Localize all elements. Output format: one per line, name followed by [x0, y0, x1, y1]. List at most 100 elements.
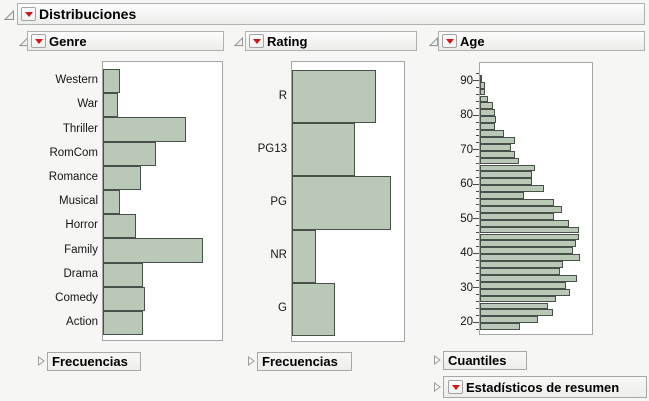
histogram-bar[interactable] [480, 150, 516, 158]
histogram-bar[interactable] [480, 88, 485, 96]
report-title: Distribuciones [39, 6, 137, 22]
axis-tick-label: 80 [460, 109, 473, 122]
histogram-bar[interactable] [480, 316, 539, 324]
histogram-bar[interactable] [480, 309, 553, 317]
histogram-bar[interactable] [480, 240, 576, 248]
histogram-bar[interactable] [480, 81, 485, 89]
red-triangle-menu-icon[interactable] [448, 380, 463, 394]
histogram-bar[interactable] [480, 281, 566, 289]
outline-node-quantiles[interactable]: Cuantiles [443, 351, 527, 370]
section-header-age[interactable]: Age [438, 31, 645, 51]
red-triangle-menu-icon[interactable] [21, 7, 36, 21]
histogram-bar[interactable] [103, 311, 143, 336]
histogram-bar[interactable] [103, 165, 141, 190]
histogram-bar[interactable] [103, 69, 120, 94]
histogram-bar[interactable] [480, 261, 564, 268]
histogram-bar[interactable] [480, 157, 519, 165]
histogram-bar[interactable] [103, 141, 157, 166]
category-label: Action [66, 316, 98, 329]
histogram-bar[interactable] [103, 238, 204, 263]
histogram-bar[interactable] [480, 185, 544, 193]
histogram-bar[interactable] [103, 117, 187, 142]
histogram-bar[interactable] [480, 109, 495, 117]
histogram-bar[interactable] [480, 143, 511, 151]
axis-minor-tick [476, 100, 479, 102]
outline-node-frequencies-rating[interactable]: Frecuencias [257, 352, 352, 371]
histogram-bar[interactable] [480, 130, 504, 137]
axis-major-tick [473, 321, 479, 323]
axis-minor-tick [476, 121, 479, 123]
outline-node-summary-statistics[interactable]: Estadísticos de resumen [443, 376, 647, 398]
outline-node-label: Frecuencias [262, 354, 338, 369]
red-triangle-menu-icon[interactable] [442, 34, 457, 48]
age-histogram-frame [479, 62, 593, 335]
histogram-bar[interactable] [292, 282, 336, 336]
histogram-bar[interactable] [480, 136, 516, 144]
category-label: Comedy [55, 291, 98, 304]
disclosure-collapsed-icon[interactable] [432, 381, 442, 393]
histogram-bar[interactable] [480, 102, 493, 110]
histogram-bar[interactable] [480, 219, 569, 227]
histogram-bar[interactable] [480, 254, 581, 262]
histogram-bar[interactable] [480, 116, 496, 124]
axis-major-tick [473, 80, 479, 82]
axis-major-tick [473, 218, 479, 220]
axis-tick-label: 20 [460, 316, 473, 329]
histogram-bar[interactable] [480, 274, 577, 282]
histogram-bar[interactable] [103, 286, 146, 311]
histogram-bar[interactable] [480, 233, 580, 241]
histogram-bar[interactable] [480, 199, 555, 206]
disclosure-collapsed-icon[interactable] [36, 355, 46, 367]
histogram-bar[interactable] [480, 178, 533, 186]
disclosure-expanded-icon[interactable] [233, 36, 244, 47]
genre-histogram-frame [102, 61, 223, 341]
axis-minor-tick [476, 266, 479, 268]
histogram-bar[interactable] [103, 93, 118, 118]
report-title-bar[interactable]: Distribuciones [17, 3, 645, 25]
histogram-bar[interactable] [103, 214, 136, 239]
rating-histogram-frame [291, 61, 405, 342]
outline-node-frequencies-genre[interactable]: Frecuencias [47, 352, 141, 371]
disclosure-collapsed-icon[interactable] [246, 355, 256, 367]
histogram-bar[interactable] [480, 302, 549, 310]
axis-minor-tick [476, 232, 479, 233]
histogram-bar[interactable] [480, 192, 525, 199]
histogram-bar[interactable] [480, 226, 580, 234]
section-header-rating[interactable]: Rating [245, 31, 417, 51]
section-header-genre[interactable]: Genre [27, 31, 224, 51]
histogram-bar[interactable] [480, 171, 533, 179]
category-label: Western [55, 74, 98, 87]
histogram-bar[interactable] [480, 295, 557, 303]
histogram-bar[interactable] [292, 229, 316, 283]
histogram-bar[interactable] [292, 70, 377, 124]
category-label: Family [64, 243, 98, 256]
red-triangle-menu-icon[interactable] [249, 34, 264, 48]
histogram-bar[interactable] [480, 205, 563, 213]
histogram-bar[interactable] [292, 176, 392, 230]
histogram-bar[interactable] [480, 74, 483, 82]
section-title: Age [460, 33, 485, 49]
disclosure-collapsed-icon[interactable] [432, 354, 442, 366]
histogram-bar[interactable] [480, 323, 520, 331]
histogram-bar[interactable] [480, 288, 571, 296]
histogram-bar[interactable] [103, 262, 143, 287]
histogram-bar[interactable] [480, 247, 574, 255]
histogram-bar[interactable] [103, 190, 120, 215]
axis-major-tick [473, 183, 479, 185]
histogram-bar[interactable] [480, 164, 535, 172]
histogram-bar[interactable] [292, 123, 355, 177]
histogram-bar[interactable] [480, 123, 495, 130]
category-label: PG13 [257, 142, 287, 155]
axis-minor-tick [476, 142, 479, 144]
red-triangle-menu-icon[interactable] [31, 34, 46, 48]
histogram-bar[interactable] [480, 268, 560, 275]
axis-minor-tick [476, 156, 479, 158]
histogram-bar[interactable] [480, 212, 555, 220]
category-label: NR [270, 249, 287, 262]
disclosure-expanded-icon[interactable] [428, 36, 439, 47]
histogram-bar[interactable] [480, 95, 488, 103]
axis-tick-label: 30 [460, 281, 473, 294]
axis-minor-tick [476, 190, 479, 192]
disclosure-expanded-icon[interactable] [3, 9, 15, 21]
axis-minor-tick [476, 169, 479, 171]
